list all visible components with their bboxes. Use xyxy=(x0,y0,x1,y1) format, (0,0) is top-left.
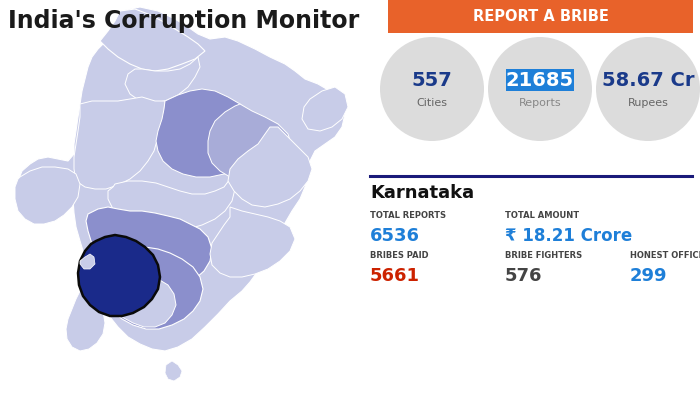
Polygon shape xyxy=(74,97,165,189)
Polygon shape xyxy=(86,207,212,294)
Text: 6536: 6536 xyxy=(370,227,420,245)
Text: Cities: Cities xyxy=(416,98,447,108)
Text: India's Corruption Monitor: India's Corruption Monitor xyxy=(8,9,359,33)
FancyBboxPatch shape xyxy=(388,0,693,33)
Text: BRIBES PAID: BRIBES PAID xyxy=(370,251,428,260)
Text: 21685: 21685 xyxy=(506,70,574,90)
Polygon shape xyxy=(78,235,160,316)
Text: 557: 557 xyxy=(412,70,452,90)
Polygon shape xyxy=(66,289,105,351)
Polygon shape xyxy=(228,127,312,207)
Text: 58.67 Cr: 58.67 Cr xyxy=(602,70,694,90)
Polygon shape xyxy=(165,361,182,381)
Text: Rupees: Rupees xyxy=(628,98,668,108)
Polygon shape xyxy=(100,9,205,71)
Ellipse shape xyxy=(488,37,592,141)
Text: 576: 576 xyxy=(505,267,542,285)
Ellipse shape xyxy=(380,37,484,141)
Text: TOTAL AMOUNT: TOTAL AMOUNT xyxy=(505,211,579,220)
Text: 5661: 5661 xyxy=(370,267,420,285)
Text: ₹ 18.21 Crore: ₹ 18.21 Crore xyxy=(505,227,632,245)
FancyBboxPatch shape xyxy=(506,69,574,91)
Text: BRIBE FIGHTERS: BRIBE FIGHTERS xyxy=(505,251,582,260)
Text: HONEST OFFICERS: HONEST OFFICERS xyxy=(630,251,700,260)
Text: TOTAL REPORTS: TOTAL REPORTS xyxy=(370,211,446,220)
Text: Reports: Reports xyxy=(519,98,561,108)
Polygon shape xyxy=(80,254,95,269)
Polygon shape xyxy=(208,104,292,181)
Polygon shape xyxy=(302,87,348,131)
Polygon shape xyxy=(18,7,345,351)
Ellipse shape xyxy=(596,37,700,141)
Polygon shape xyxy=(15,167,80,224)
Polygon shape xyxy=(106,276,176,327)
Text: Karnataka: Karnataka xyxy=(370,184,474,202)
Polygon shape xyxy=(125,57,200,103)
Polygon shape xyxy=(156,89,262,177)
Text: 299: 299 xyxy=(630,267,668,285)
Polygon shape xyxy=(210,207,295,277)
Text: REPORT A BRIBE: REPORT A BRIBE xyxy=(473,9,608,24)
Polygon shape xyxy=(102,247,203,329)
Polygon shape xyxy=(108,179,235,231)
